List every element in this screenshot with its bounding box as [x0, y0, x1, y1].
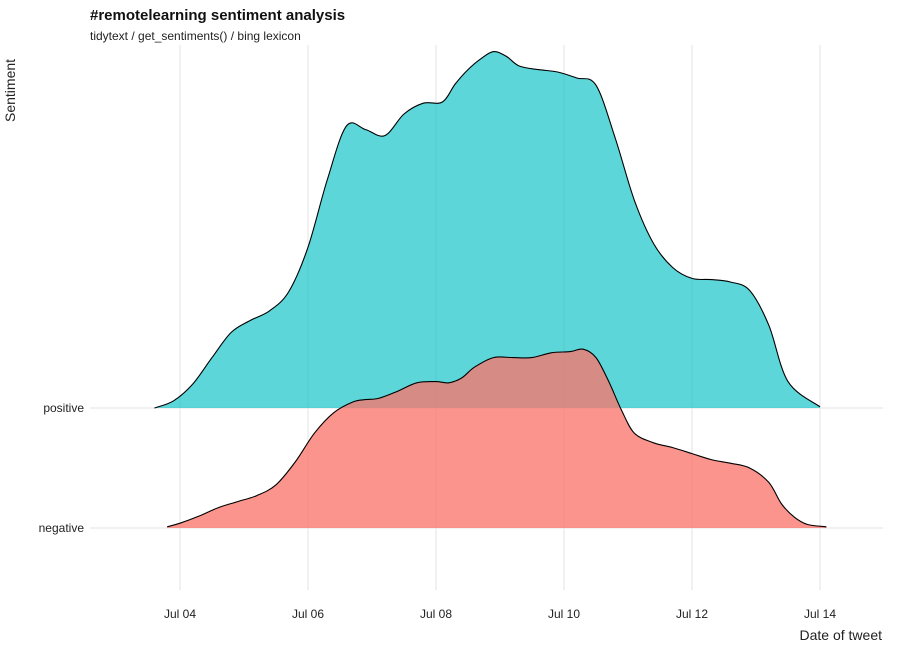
ridge-area-positive: [154, 51, 820, 408]
x-tick-label: Jul 10: [548, 607, 580, 621]
chart-title: #remotelearning sentiment analysis: [90, 7, 346, 24]
x-axis-ticks: Jul 04 Jul 06 Jul 08 Jul 10 Jul 12 Jul 14: [164, 607, 836, 621]
x-axis-label: Date of tweet: [799, 627, 883, 643]
y-axis-categories: negative positive: [39, 401, 85, 535]
ridge-outline-positive: [154, 51, 821, 409]
x-tick-label: Jul 14: [804, 607, 836, 621]
x-tick-label: Jul 08: [420, 607, 452, 621]
ridges: [154, 51, 827, 528]
x-tick-label: Jul 06: [292, 607, 324, 621]
y-category-label-positive: positive: [43, 401, 84, 415]
y-category-label-negative: negative: [39, 521, 85, 535]
chart-subtitle: tidytext / get_sentiments() / bing lexic…: [90, 29, 301, 43]
ridge-outline-negative: [167, 348, 827, 528]
x-tick-label: Jul 04: [164, 607, 196, 621]
ridge-area-negative: [167, 348, 827, 528]
x-tick-label: Jul 12: [676, 607, 708, 621]
